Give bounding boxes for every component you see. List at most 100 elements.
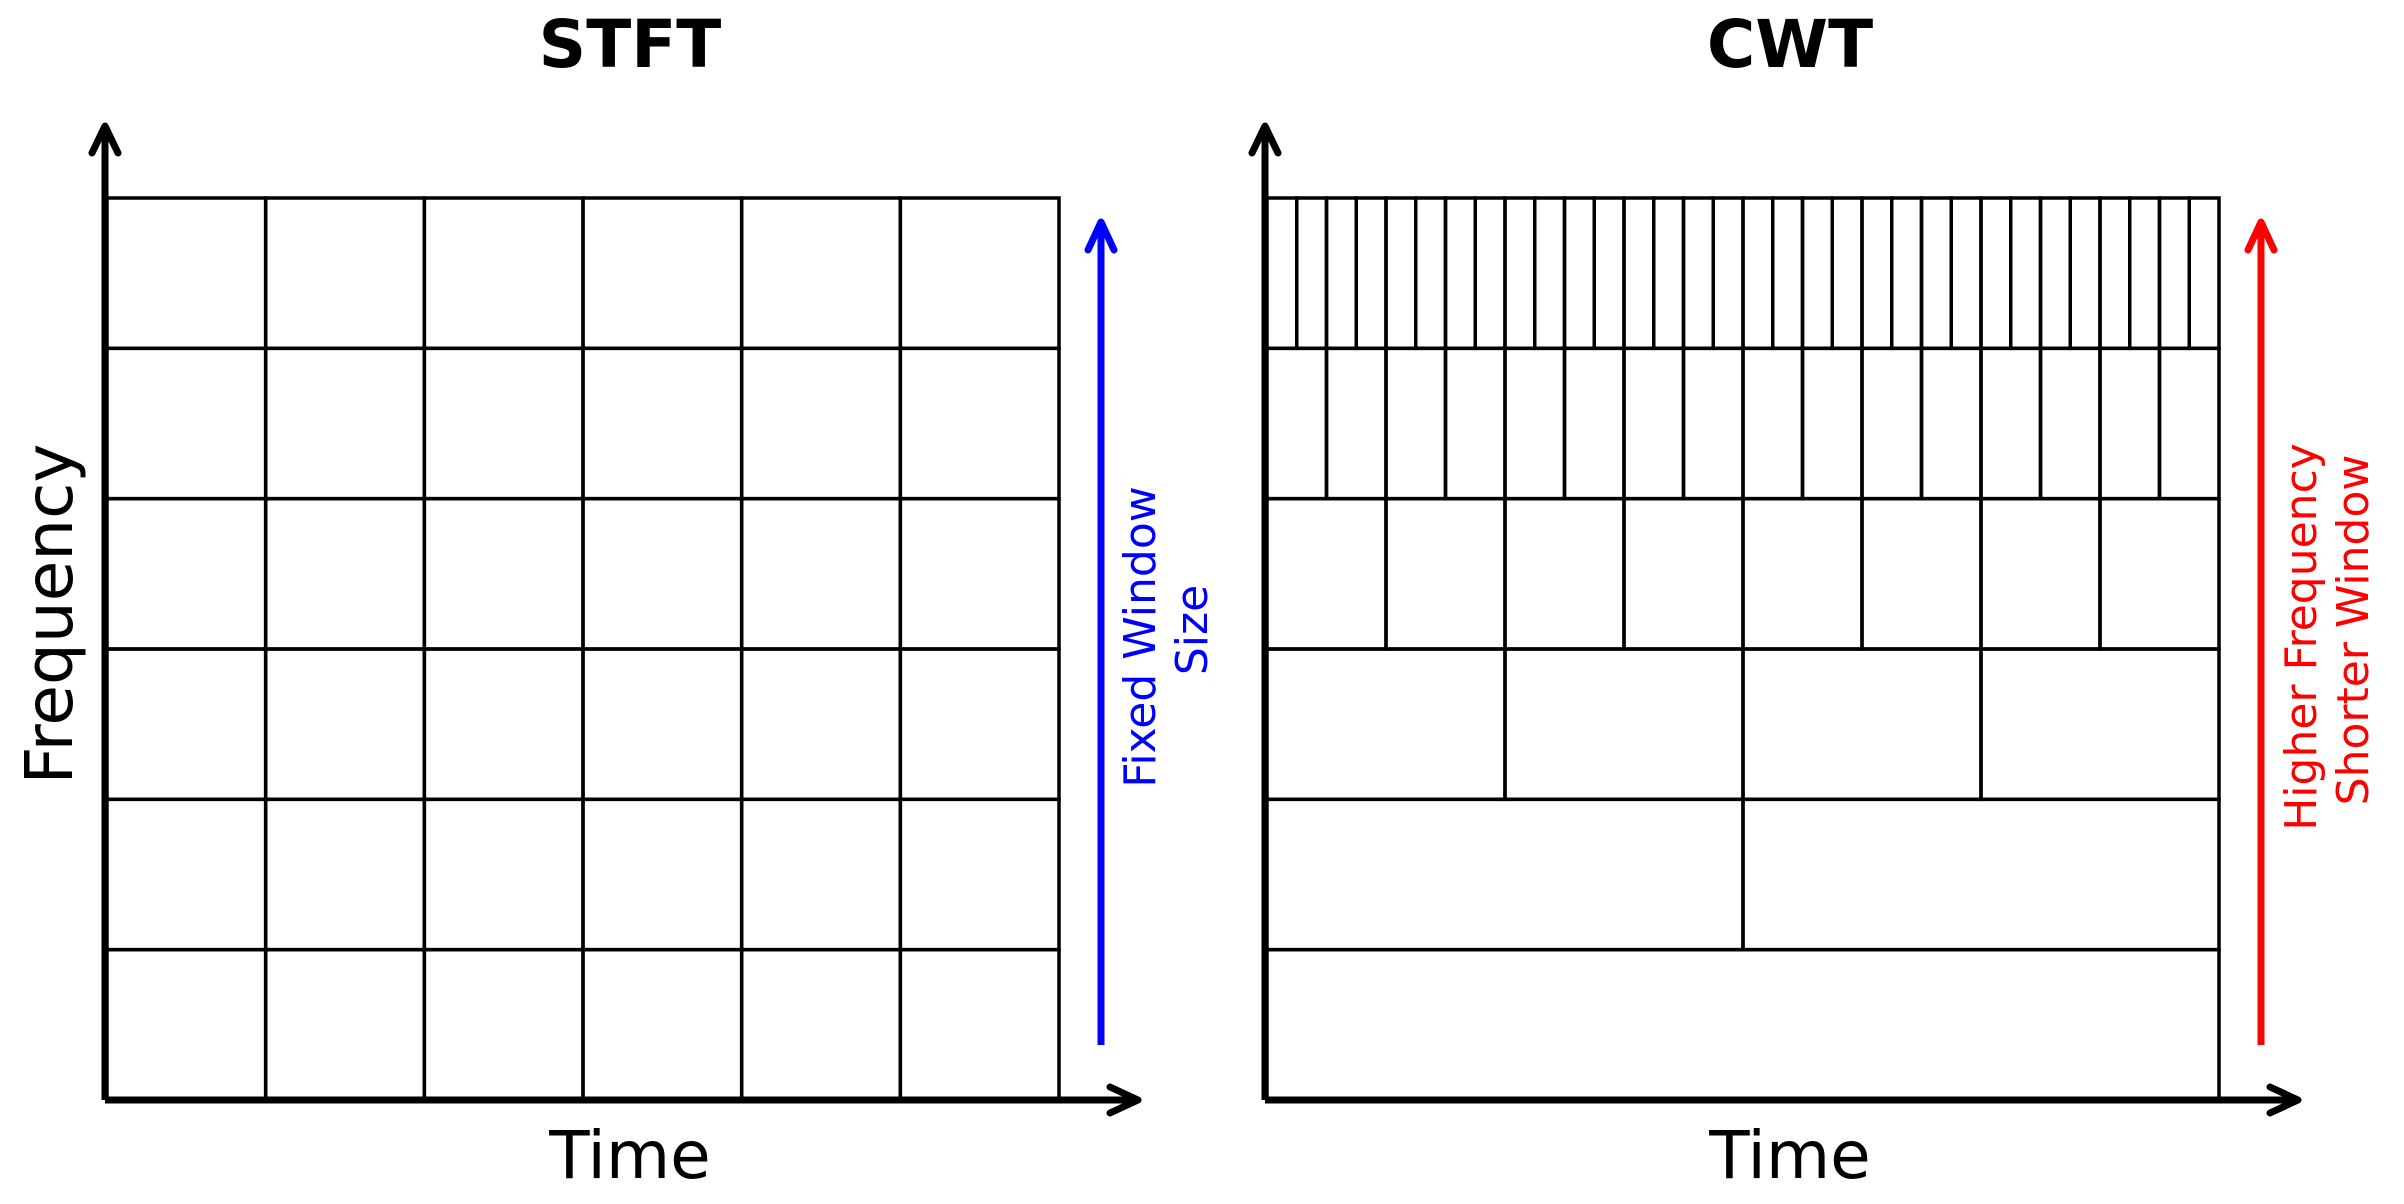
- cwt-tile-row2-col15: [2098, 346, 2162, 501]
- cwt-tile-row1-col24: [1949, 196, 1983, 351]
- stft-tile-row3-col1: [105, 496, 268, 651]
- cwt-tile-row1-col28: [2068, 196, 2102, 351]
- cwt-frequency-axis-arrowhead: [1248, 122, 1282, 157]
- stft-tile-row6-col1: [105, 947, 268, 1102]
- stft-tile-row5-col5: [739, 797, 903, 952]
- cwt-tile-row1-col8: [1473, 196, 1507, 351]
- cwt-tile-row1-col3: [1324, 196, 1358, 351]
- cwt-tile-row4-col2: [1503, 647, 1745, 802]
- cwt-tile-row2-col9: [1741, 346, 1805, 501]
- cwt-tile-row3-col8: [2098, 496, 2221, 651]
- stft-tile-row5-col1: [105, 797, 268, 952]
- stft-tile-row5-col3: [422, 797, 585, 952]
- stft-tile-row4-col1: [105, 647, 268, 802]
- stft-tile-row6-col6: [898, 947, 1061, 1102]
- cwt-tile-row1-col15: [1681, 196, 1715, 351]
- cwt-tile-row1-col7: [1443, 196, 1477, 351]
- cwt-tile-row2-col2: [1324, 346, 1388, 501]
- cwt-annotation-line-2: Shorter Window: [2328, 455, 2379, 806]
- cwt-tile-row1-col22: [1890, 196, 1924, 351]
- cwt-tile-row1-col17: [1741, 196, 1775, 351]
- stft-tile-row1-col6: [898, 196, 1061, 351]
- cwt-tile-row5-col1: [1265, 797, 1745, 952]
- stft-tile-row1-col5: [739, 196, 903, 351]
- cwt-tile-row3-col3: [1503, 496, 1626, 651]
- cwt-tile-row1-col25: [1979, 196, 2013, 351]
- cwt-tile-row2-col7: [1622, 346, 1686, 501]
- cwt-time-axis-arrowhead: [2266, 1083, 2302, 1117]
- cwt-title: CWT: [1707, 6, 1873, 83]
- stft-tile-row3-col4: [581, 496, 744, 651]
- stft-tile-row2-col3: [422, 346, 585, 501]
- stft-tile-row4-col5: [739, 647, 903, 802]
- stft-tile-row2-col4: [581, 346, 744, 501]
- cwt-tile-row4-col4: [1979, 647, 2221, 802]
- cwt-tile-row4-col3: [1741, 647, 1983, 802]
- cwt-tile-row1-col27: [2038, 196, 2072, 351]
- stft-tiling-grid: [105, 196, 1061, 1102]
- cwt-tile-row1-col12: [1592, 196, 1626, 351]
- cwt-tile-row5-col2: [1741, 797, 2221, 952]
- stft-frequency-axis-arrowhead: [88, 122, 122, 157]
- stft-tile-row1-col1: [105, 196, 268, 351]
- stft-annotation-text: Fixed Window Size: [1115, 472, 1218, 788]
- stft-tile-row4-col3: [422, 647, 585, 802]
- cwt-xlabel: Time: [1708, 1117, 1871, 1194]
- stft-tile-row3-col6: [898, 496, 1061, 651]
- stft-tile-row3-col3: [422, 496, 585, 651]
- cwt-annotation: Higher Frequency Shorter Window: [2244, 218, 2379, 1045]
- stft-tile-row5-col6: [898, 797, 1061, 952]
- cwt-tile-row3-col5: [1741, 496, 1864, 651]
- cwt-tile-row3-col7: [1979, 496, 2102, 651]
- stft-tile-row1-col3: [422, 196, 585, 351]
- cwt-tile-row2-col13: [1979, 346, 2043, 501]
- cwt-tile-row2-col3: [1384, 346, 1448, 501]
- cwt-tile-row2-col5: [1503, 346, 1567, 501]
- cwt-panel: CWT Time Higher Frequency Shorter Window: [1248, 6, 2379, 1194]
- cwt-tile-row1-col6: [1414, 196, 1448, 351]
- cwt-tile-row3-col4: [1622, 496, 1745, 651]
- cwt-tile-row1-col13: [1622, 196, 1656, 351]
- stft-window-arrowhead: [1084, 218, 1118, 254]
- cwt-tile-row1-col4: [1354, 196, 1388, 351]
- cwt-tile-row1-col14: [1652, 196, 1686, 351]
- cwt-tile-row2-col1: [1265, 346, 1329, 501]
- cwt-tile-row1-col9: [1503, 196, 1537, 351]
- cwt-tile-row2-col10: [1800, 346, 1864, 501]
- cwt-tile-row1-col16: [1711, 196, 1745, 351]
- cwt-tile-row1-col5: [1384, 196, 1418, 351]
- cwt-tile-row4-col1: [1265, 647, 1507, 802]
- stft-tile-row6-col3: [422, 947, 585, 1102]
- cwt-tile-row2-col14: [2038, 346, 2102, 501]
- cwt-tile-row6-col1: [1265, 947, 2221, 1102]
- stft-tile-row2-col5: [739, 346, 903, 501]
- stft-ylabel: Frequency: [11, 444, 88, 785]
- stft-title: STFT: [539, 6, 722, 83]
- stft-tile-row1-col4: [581, 196, 744, 351]
- stft-tile-row3-col5: [739, 496, 903, 651]
- stft-tile-row5-col4: [581, 797, 744, 952]
- cwt-tile-row1-col32: [2187, 196, 2221, 351]
- cwt-annotation-text: Higher Frequency Shorter Window: [2276, 429, 2379, 831]
- stft-annotation: Fixed Window Size: [1084, 218, 1218, 1045]
- stft-annotation-line-1: Fixed Window: [1115, 486, 1166, 788]
- cwt-tile-row2-col4: [1443, 346, 1507, 501]
- stft-tile-row6-col4: [581, 947, 744, 1102]
- cwt-tile-row2-col8: [1681, 346, 1745, 501]
- cwt-tile-row1-col2: [1295, 196, 1329, 351]
- cwt-tile-row2-col16: [2157, 346, 2221, 501]
- stft-tile-row2-col6: [898, 346, 1061, 501]
- stft-tile-row1-col2: [263, 196, 427, 351]
- stft-tile-row4-col6: [898, 647, 1061, 802]
- stft-xlabel: Time: [548, 1117, 711, 1194]
- cwt-tile-row1-col19: [1800, 196, 1834, 351]
- cwt-tile-row1-col21: [1860, 196, 1894, 351]
- cwt-tile-row1-col11: [1562, 196, 1596, 351]
- cwt-annotation-line-1: Higher Frequency: [2276, 443, 2327, 831]
- stft-panel: STFT Frequency Time Fixed Window Size: [11, 6, 1218, 1194]
- cwt-tile-row1-col20: [1830, 196, 1864, 351]
- stft-tile-row3-col2: [263, 496, 427, 651]
- cwt-tile-row3-col1: [1265, 496, 1388, 651]
- stft-tile-row2-col1: [105, 346, 268, 501]
